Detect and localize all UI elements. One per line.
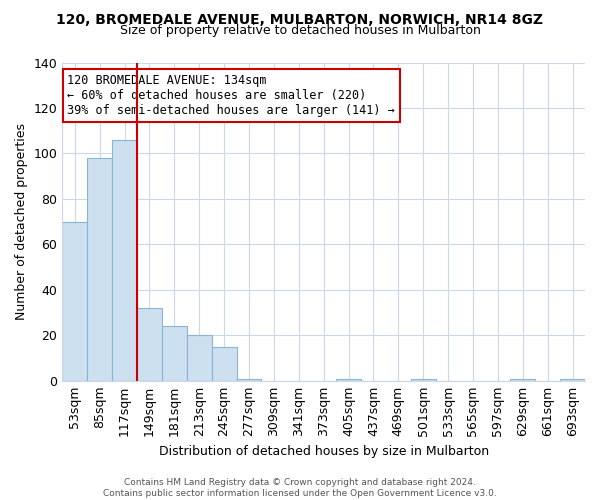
Bar: [187, 336, 212, 381]
Text: 120 BROMEDALE AVENUE: 134sqm
← 60% of detached houses are smaller (220)
39% of s: 120 BROMEDALE AVENUE: 134sqm ← 60% of de…: [67, 74, 395, 117]
Bar: [112, 140, 137, 381]
Text: 120, BROMEDALE AVENUE, MULBARTON, NORWICH, NR14 8GZ: 120, BROMEDALE AVENUE, MULBARTON, NORWIC…: [56, 12, 544, 26]
Bar: [62, 222, 87, 381]
X-axis label: Distribution of detached houses by size in Mulbarton: Distribution of detached houses by size …: [158, 444, 489, 458]
Bar: [162, 326, 187, 381]
Bar: [511, 378, 535, 381]
Bar: [87, 158, 112, 381]
Bar: [137, 308, 162, 381]
Bar: [336, 378, 361, 381]
Bar: [212, 346, 236, 381]
Text: Contains HM Land Registry data © Crown copyright and database right 2024.
Contai: Contains HM Land Registry data © Crown c…: [103, 478, 497, 498]
Bar: [560, 378, 585, 381]
Text: Size of property relative to detached houses in Mulbarton: Size of property relative to detached ho…: [119, 24, 481, 37]
Bar: [411, 378, 436, 381]
Y-axis label: Number of detached properties: Number of detached properties: [15, 123, 28, 320]
Bar: [236, 378, 262, 381]
